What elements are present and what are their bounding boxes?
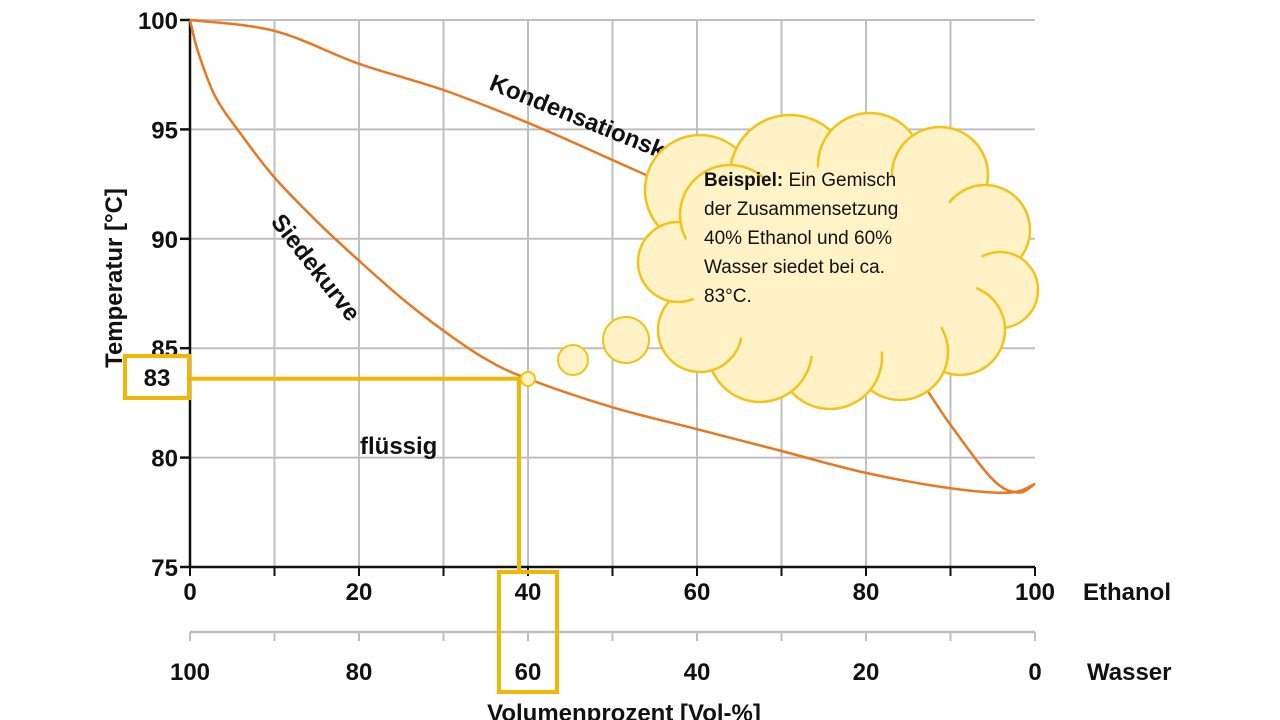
callout-line: 83°C. <box>704 286 752 307</box>
y-tick-label: 75 <box>151 555 178 582</box>
callout-cloud-shape <box>636 111 1040 411</box>
x-tick-label-wasser: 20 <box>853 659 880 686</box>
callout-bubble-large <box>602 316 650 364</box>
y-tick-label: 100 <box>138 8 178 35</box>
highlight-box-temp <box>123 354 191 400</box>
highlight-box-x <box>497 570 559 694</box>
x-axis-label-ethanol: Ethanol <box>1083 579 1171 606</box>
callout-text: Beispiel: Ein Gemisch der Zusammensetzun… <box>704 166 944 311</box>
x-tick-label-ethanol: 80 <box>853 579 880 606</box>
x-tick-label-wasser: 80 <box>346 659 373 686</box>
x-tick-label-ethanol: 60 <box>684 579 711 606</box>
highlight-temp-label: 83 <box>144 365 171 392</box>
callout-bubble-small <box>520 370 536 387</box>
x-tick-label-wasser: 40 <box>684 659 711 686</box>
y-tick-label: 95 <box>151 117 178 144</box>
callout-line: 40% Ethanol und 60% <box>704 228 893 249</box>
callout-line: der Zusammensetzung <box>704 199 899 220</box>
callout-bubble-medium <box>557 344 589 376</box>
y-tick-label: 80 <box>151 446 178 473</box>
siedekurve-label: Siedekurve <box>265 209 365 327</box>
y-tick-label: 90 <box>151 227 178 254</box>
highlights: 83 <box>123 354 559 694</box>
cloud-body <box>682 167 982 357</box>
x-tick-label-wasser: 60 <box>515 659 542 686</box>
x-tick-label-ethanol: 40 <box>515 579 542 606</box>
x-axis-title: Volumenprozent [Vol-%] <box>487 700 761 720</box>
y-axis-title: Temperatur [°C] <box>101 188 128 368</box>
x-axis-label-wasser: Wasser <box>1087 659 1172 686</box>
siedekurve-line <box>188 19 1036 494</box>
x-tick-label-wasser: 0 <box>1028 659 1041 686</box>
region-label-fluessig: flüssig <box>360 433 437 460</box>
x-tick-label-ethanol: 0 <box>183 579 196 606</box>
x-tick-label-ethanol: 20 <box>346 579 373 606</box>
callout-cloud <box>520 111 1040 411</box>
x-tick-label-wasser: 100 <box>170 659 210 686</box>
callout-bold: Beispiel: <box>704 170 784 191</box>
callout-line: Ein Gemisch <box>788 170 897 191</box>
callout-line: Wasser siedet bei ca. <box>704 257 885 278</box>
x-tick-label-ethanol: 100 <box>1015 579 1055 606</box>
highlight-guide-line <box>191 376 521 572</box>
